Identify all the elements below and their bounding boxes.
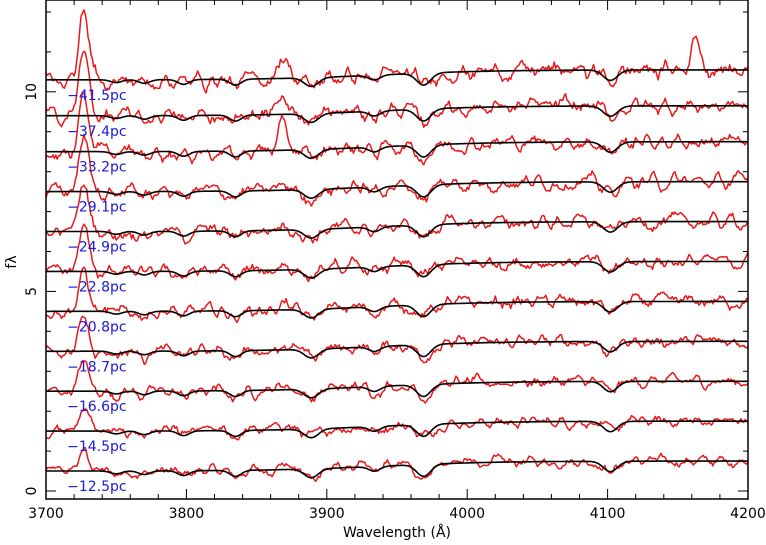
model-spectrum-line xyxy=(46,380,748,399)
series-offset-label: −33.2pc xyxy=(67,160,127,176)
model-spectrum-line xyxy=(46,340,748,359)
series-offset-label: −18.7pc xyxy=(67,359,127,375)
observed-spectrum-line xyxy=(46,223,748,283)
model-spectrum-line xyxy=(46,105,748,124)
observed-spectrum-line xyxy=(46,50,748,129)
series-offset-label: −12.5pc xyxy=(67,479,127,495)
model-spectrum-line xyxy=(46,460,748,479)
observed-spectrum-line xyxy=(46,359,748,404)
y-tick-label: 0 xyxy=(24,487,40,496)
series-offset-label: −20.8pc xyxy=(67,319,127,335)
x-tick-label: 4000 xyxy=(449,506,485,522)
x-axis-title: Wavelength (Å) xyxy=(343,524,451,541)
y-tick-label: 5 xyxy=(24,287,40,296)
series-offset-label: −24.9pc xyxy=(67,240,127,256)
model-spectrum-line xyxy=(46,420,748,439)
plot-frame xyxy=(45,0,749,500)
y-tick-label: 10 xyxy=(24,83,40,101)
y-axis-title: fλ xyxy=(4,255,20,268)
x-tick-label: 4200 xyxy=(730,506,766,522)
series-offset-label: −22.8pc xyxy=(67,280,127,296)
x-tick-label: 3700 xyxy=(28,506,64,522)
model-spectrum-line xyxy=(46,140,748,160)
observed-spectrum-line xyxy=(46,315,748,366)
series-offset-label: −29.1pc xyxy=(67,200,127,216)
series-offset-label: −16.6pc xyxy=(67,399,127,415)
plot-area xyxy=(46,9,748,483)
series-offset-label: −41.5pc xyxy=(67,88,127,104)
observed-spectrum-line xyxy=(46,133,748,207)
axis-ticks xyxy=(45,0,749,499)
model-spectrum-line xyxy=(46,220,748,239)
series-offset-label: −14.5pc xyxy=(67,439,127,455)
x-tick-label: 4100 xyxy=(590,506,626,522)
observed-spectrum-line xyxy=(46,408,748,441)
model-spectrum-line xyxy=(46,180,748,199)
x-tick-label: 3800 xyxy=(169,506,205,522)
model-spectrum-line xyxy=(46,260,748,279)
observed-spectrum-line xyxy=(46,91,748,166)
series-offset-label: −37.4pc xyxy=(67,124,127,140)
tick-labels: 3700 3800 3900 4000 4100 4200 0 5 10 xyxy=(24,83,766,522)
series-labels: −12.5pc −14.5pc −16.6pc −18.7pc −20.8pc −22.8… xyxy=(67,88,127,495)
model-spectrum-line xyxy=(46,300,748,319)
model-spectrum-line xyxy=(46,69,748,88)
x-tick-label: 3900 xyxy=(309,506,345,522)
